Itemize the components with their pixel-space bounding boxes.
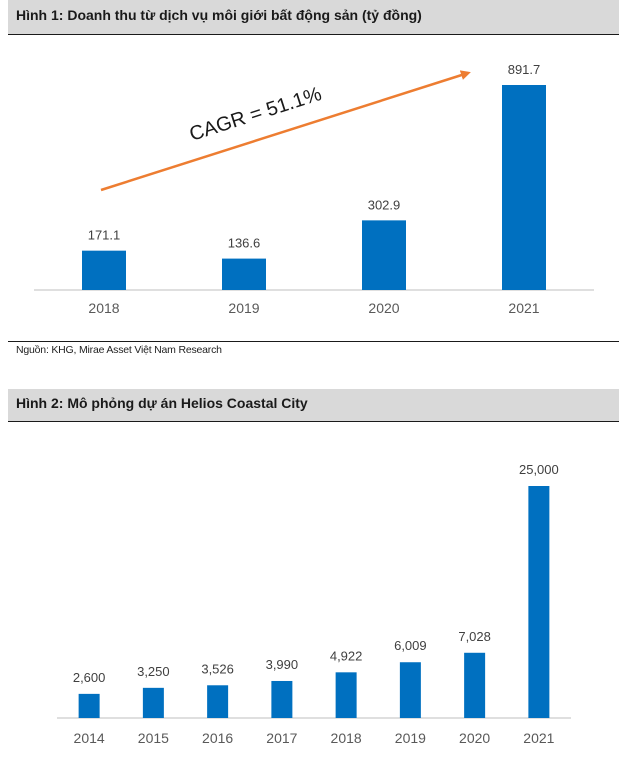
fig2-tick-2020: 2020 — [459, 730, 490, 746]
fig1-tick-2019: 2019 — [228, 300, 259, 316]
fig2-data-label-2018: 4,922 — [330, 648, 363, 663]
fig1-tick-2018: 2018 — [88, 300, 119, 316]
fig2-tick-2018: 2018 — [331, 730, 362, 746]
fig1-data-label-2018: 171.1 — [88, 228, 121, 243]
fig1-data-label-2021: 891.7 — [508, 62, 541, 77]
fig1-data-label-2020: 302.9 — [368, 197, 401, 212]
fig1-data-label-2019: 136.6 — [228, 236, 261, 251]
fig1-bar-2021 — [502, 85, 546, 290]
fig2-tick-2016: 2016 — [202, 730, 233, 746]
fig2-tick-2019: 2019 — [395, 730, 426, 746]
fig2-bar-2019 — [399, 662, 421, 718]
fig2-data-label-2014: 2,600 — [73, 670, 106, 685]
fig1-bar-2019 — [222, 258, 266, 290]
fig1-bar-2020 — [362, 220, 406, 290]
fig2-bar-2016 — [207, 685, 229, 718]
figure-1-source: Nguồn: KHG, Mirae Asset Việt Nam Researc… — [16, 344, 222, 356]
figure-1-header: Hình 1: Doanh thu từ dịch vụ môi giới bấ… — [8, 0, 619, 35]
fig2-data-label-2017: 3,990 — [266, 657, 299, 672]
fig2-bar-2020 — [464, 652, 486, 718]
fig2-tick-2017: 2017 — [266, 730, 297, 746]
fig1-tick-2020: 2020 — [368, 300, 399, 316]
fig2-bar-2014 — [78, 693, 100, 718]
fig2-data-label-2015: 3,250 — [137, 664, 170, 679]
fig1-tick-2021: 2021 — [508, 300, 539, 316]
fig2-data-label-2021: 25,000 — [519, 462, 559, 477]
figure-2-header: Hình 2: Mô phỏng dự án Helios Coastal Ci… — [8, 389, 619, 422]
fig2-data-label-2019: 6,009 — [394, 638, 427, 653]
fig2-bar-2017 — [271, 680, 293, 718]
fig2-data-label-2020: 7,028 — [458, 629, 491, 644]
fig2-bar-2021 — [528, 486, 550, 718]
figure-1-title: Hình 1: Doanh thu từ dịch vụ môi giới bấ… — [16, 7, 422, 23]
fig2-tick-2015: 2015 — [138, 730, 169, 746]
fig2-bar-2015 — [142, 687, 164, 718]
fig2-tick-2021: 2021 — [523, 730, 554, 746]
cagr-arrow — [100, 70, 471, 192]
fig2-bar-2018 — [335, 672, 357, 718]
fig2-data-label-2016: 3,526 — [201, 661, 234, 676]
fig1-bar-2018 — [82, 250, 126, 290]
figure-2-title: Hình 2: Mô phỏng dự án Helios Coastal Ci… — [16, 395, 308, 411]
fig2-tick-2014: 2014 — [74, 730, 105, 746]
source-divider — [8, 341, 619, 342]
